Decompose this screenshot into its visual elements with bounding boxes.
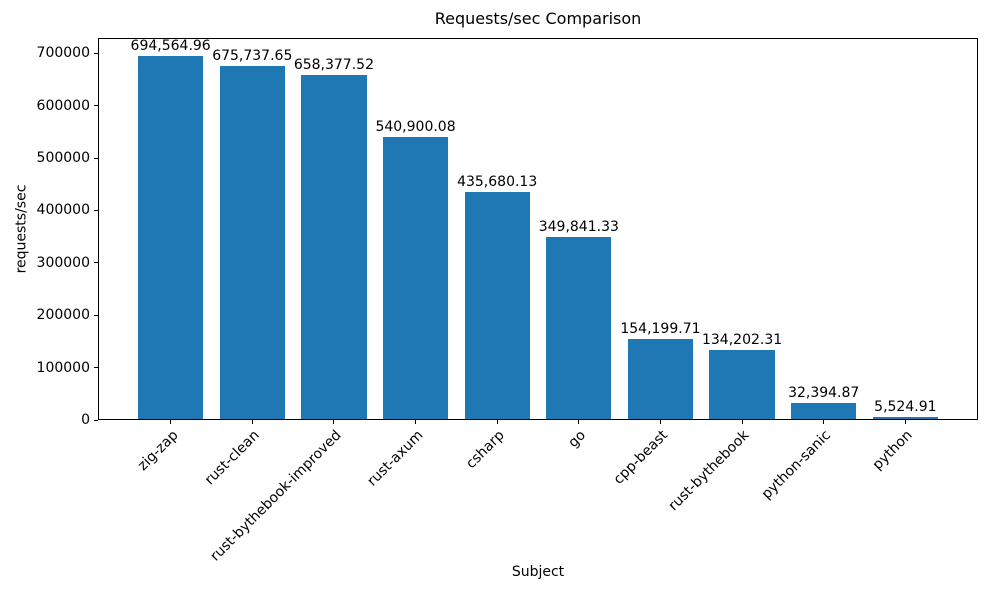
- bar-value-label: 154,199.71: [620, 321, 701, 338]
- x-tick-label: rust-axum: [364, 427, 427, 490]
- x-tick-label: rust-bythebook: [665, 427, 753, 515]
- x-tick-mark: [659, 420, 661, 424]
- bar-value-label: 32,394.87: [788, 385, 860, 402]
- y-tick-label: 0: [81, 412, 90, 428]
- y-tick-mark: [94, 314, 98, 316]
- x-tick-label: python: [870, 427, 916, 474]
- x-tick-mark: [415, 420, 417, 424]
- bar-python: [872, 417, 938, 420]
- x-tick-mark: [251, 420, 253, 424]
- bar-value-label: 658,377.52: [293, 57, 374, 74]
- y-tick-label: 500000: [36, 150, 90, 167]
- y-tick-mark: [94, 209, 98, 211]
- y-tick-label: 200000: [36, 307, 90, 324]
- bar-value-label: 349,841.33: [538, 218, 619, 235]
- bar-value-label: 675,737.65: [212, 48, 293, 65]
- x-tick-mark: [496, 420, 498, 424]
- y-tick-label: 300000: [36, 254, 90, 271]
- x-tick-mark: [578, 420, 580, 424]
- x-tick-label: go: [565, 427, 590, 451]
- y-tick-mark: [94, 367, 98, 369]
- bar-rust-bythebook-improved: [301, 75, 367, 420]
- bar-value-label: 5,524.91: [874, 399, 937, 416]
- bar-zig-zap: [138, 56, 204, 420]
- x-tick-mark: [333, 420, 335, 424]
- y-tick-mark: [94, 105, 98, 107]
- x-tick-mark: [170, 420, 172, 424]
- x-tick-mark: [904, 420, 906, 424]
- x-tick-mark: [823, 420, 825, 424]
- y-tick-label: 400000: [36, 202, 90, 219]
- y-tick-label: 100000: [36, 359, 90, 376]
- x-tick-label: cpp-beast: [610, 427, 672, 488]
- bar-rust-clean: [219, 66, 285, 420]
- bar-csharp: [464, 191, 530, 420]
- x-axis-label: Subject: [511, 564, 565, 580]
- bar-python-sanic: [791, 403, 857, 420]
- bar-value-label: 694,564.96: [130, 38, 211, 55]
- x-tick-label: python-sanic: [759, 427, 835, 503]
- bar-go: [546, 236, 612, 420]
- x-tick-label: zig-zap: [134, 427, 182, 474]
- x-tick-label: rust-clean: [202, 427, 263, 489]
- chart-title: Requests/sec Comparison: [434, 9, 642, 28]
- x-tick-label: csharp: [463, 427, 508, 472]
- y-tick-mark: [94, 262, 98, 264]
- bar-value-label: 134,202.31: [701, 331, 783, 348]
- y-tick-mark: [94, 419, 98, 421]
- x-tick-mark: [741, 420, 743, 424]
- y-tick-label: 700000: [36, 45, 90, 62]
- bar-rust-axum: [382, 136, 449, 420]
- bar-rust-bythebook: [709, 349, 775, 420]
- y-tick-mark: [94, 157, 98, 159]
- y-tick-mark: [94, 52, 98, 54]
- bar-cpp-beast: [627, 339, 694, 420]
- bar-value-label: 435,680.13: [457, 173, 538, 190]
- y-tick-label: 600000: [36, 97, 90, 114]
- bar-value-label: 540,900.08: [375, 118, 456, 135]
